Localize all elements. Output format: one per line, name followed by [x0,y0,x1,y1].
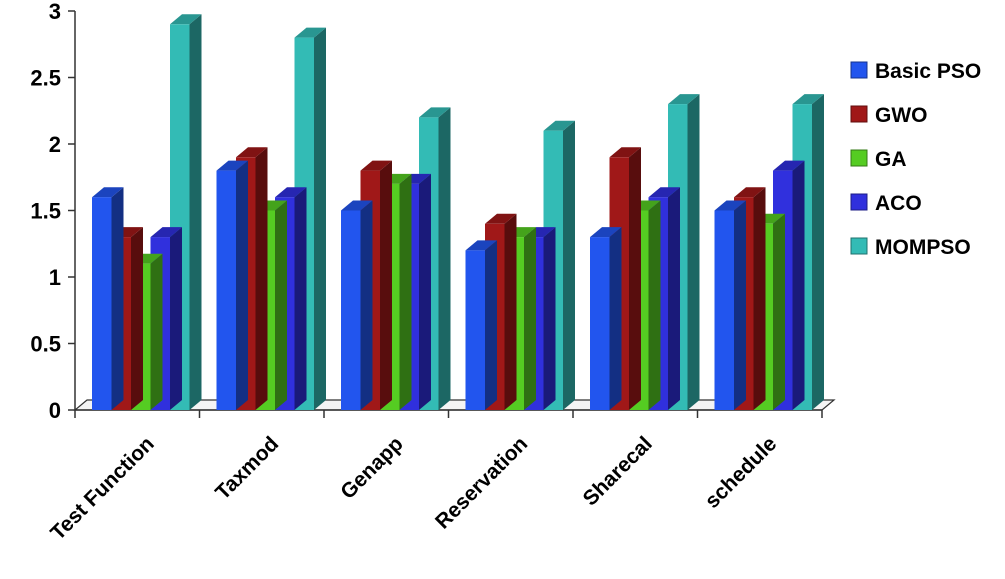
bar-top [714,200,746,211]
bars [92,14,824,411]
bar-side [792,160,805,410]
y-tick-label: 1.5 [30,199,61,224]
legend: Basic PSO GWO GA ACO MOMPSO [850,60,981,259]
x-category-label: Sharecal [579,432,657,510]
bar-top [216,160,248,171]
bar-top [543,120,575,131]
bar [92,187,124,410]
legend-entry: MOMPSO [850,236,971,259]
legend-entry: GA [850,148,907,171]
legend-swatch [850,105,868,123]
legend-label: GA [875,148,907,171]
bar-top [773,160,805,171]
bar-side [485,240,497,410]
bar-side [812,94,824,410]
bar-side [609,227,622,410]
y-tick-label: 1 [49,265,61,290]
legend-entry: GWO [850,104,928,127]
bar-top [341,200,373,211]
y-tick-label: 0 [49,398,61,423]
y-tick-label: 0.5 [30,332,61,357]
bar-side [131,227,143,410]
bar-top [170,14,202,25]
x-category-label: Reservation [431,432,532,533]
bar-side [687,94,700,410]
x-category-label: Taxmod [211,432,283,504]
bar [465,240,497,410]
bar-side [314,27,326,410]
y-tick-label: 2 [49,132,61,157]
bar-front [341,210,361,410]
legend-entry: ACO [850,192,922,215]
bar-top [734,187,766,198]
bar-front [92,197,112,410]
y-tick-label: 2.5 [30,66,61,91]
legend-label: Basic PSO [875,60,981,83]
bar-side [648,200,661,410]
bar-side [629,147,641,411]
bar-top [668,94,700,105]
bar-side [236,160,248,410]
bar-top [465,240,497,251]
bar-side [524,227,536,410]
bar-front [216,170,236,410]
bar-top [236,147,268,158]
x-category-label: schedule [701,432,782,513]
legend-swatch [850,149,868,167]
bar-side [504,213,517,410]
bar-front [465,250,485,410]
bar-side [668,187,680,410]
bar-side [275,200,287,410]
bar-front [714,210,734,410]
bar-top [92,187,124,198]
bar-side [563,120,575,410]
y-tick-label: 3 [49,0,61,24]
bar-side [294,187,307,410]
bar-side [360,200,373,410]
bar-side [753,187,766,410]
bar-side [773,213,785,410]
bar-front [590,237,610,410]
bar-side [170,227,182,410]
legend-label: MOMPSO [875,236,971,259]
legend-entry: Basic PSO [850,60,981,83]
bar-top [485,213,517,224]
bar [341,200,373,410]
bar-top [360,160,392,171]
bar-top [609,147,641,158]
bar-side [438,107,451,411]
legend-label: ACO [875,192,922,215]
bar-side [399,173,412,410]
bar-top [150,227,182,238]
legend-label: GWO [875,104,928,127]
x-category-label: Test Function [46,432,159,545]
bar-side [189,14,202,411]
bar-side [255,147,268,411]
bar-side [734,200,746,410]
legend-swatch [850,61,868,79]
bar-top [275,187,307,198]
bar-side [111,187,124,410]
bar-top [419,107,451,118]
bar-top [648,187,680,198]
legend-swatch [850,193,868,211]
bar-side [419,173,431,410]
legend-swatch [850,237,868,255]
bar-side [380,160,392,410]
bar-side [150,253,163,410]
bar-top [294,27,326,38]
bar [590,227,622,410]
bar [714,200,746,410]
bar-top [590,227,622,238]
x-category-label: Genapp [336,432,408,504]
bar-side [543,227,556,410]
bar [216,160,248,410]
bar-top [792,94,824,105]
